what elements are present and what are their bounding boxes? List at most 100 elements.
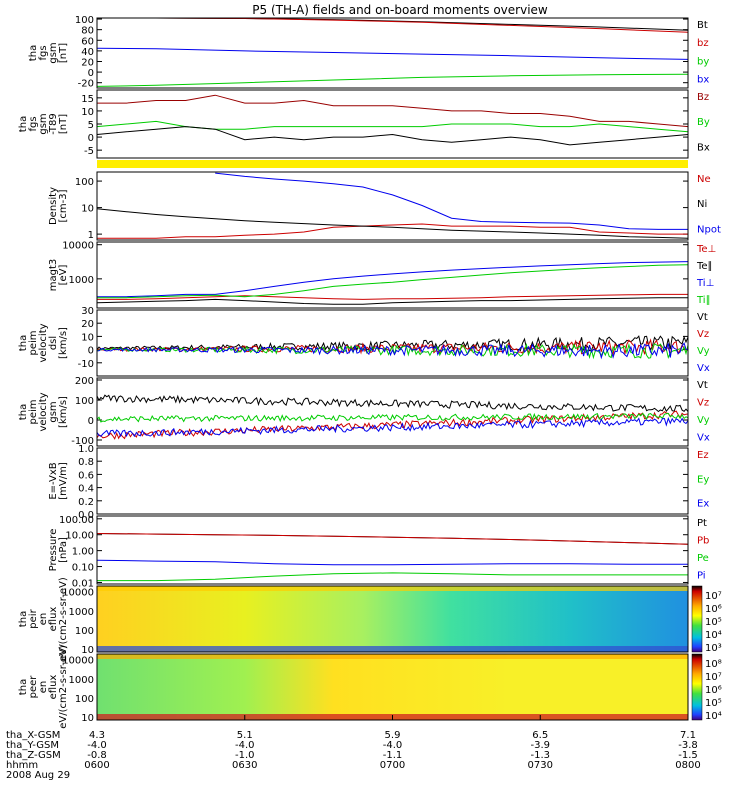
ytick-label: 100: [75, 694, 94, 705]
ylabel-line: [nT]: [58, 114, 69, 134]
ylabel-line: tha: [18, 335, 29, 351]
legend-npot: Npot: [697, 224, 721, 235]
xaxis-value: -4.0: [235, 740, 255, 751]
panel-frame: [96, 447, 689, 515]
colorbar-label: 10⁷: [705, 591, 722, 602]
ytick-label: 0.4: [78, 484, 94, 495]
ytick-label: 0: [88, 346, 94, 357]
series-te-line: [97, 293, 688, 300]
ytick-label: 15: [81, 94, 94, 105]
legend-ne: Ne: [697, 174, 711, 185]
panel-frame: [96, 585, 689, 653]
legend-bx: Bx: [697, 142, 710, 153]
ylabel-line: dsl: [48, 336, 59, 350]
ytick-label: 10: [81, 713, 94, 724]
series-ti-line: [97, 261, 689, 298]
series-te-line: [96, 297, 688, 305]
ytick-label: 1000: [69, 275, 94, 286]
ytick-label: -100: [71, 436, 94, 447]
series-ni-line: [96, 208, 689, 239]
panel-frame: [96, 171, 689, 241]
panel-ylabel: magt3[eV]: [48, 259, 69, 292]
spectrogram-edge: [97, 646, 688, 652]
series-ti-line: [97, 264, 689, 299]
legend-ex: Ex: [697, 499, 709, 510]
spectrogram: [97, 654, 688, 720]
series-bz-line: [97, 94, 689, 128]
xaxis-value: 0630: [232, 760, 257, 771]
ytick-label: 1.00: [72, 547, 94, 558]
ylabel-line: peim: [28, 399, 39, 424]
panel-ylabel: thapeirenefluxeV/(cm2-s-sr-eV): [18, 577, 69, 661]
panel-ylabel: thafgsgsm[nT]: [28, 42, 69, 63]
panel-5: thapeimvelocitydsl[km/s] 30 20 10 0 -10 Vt Vz Vy…: [18, 306, 710, 377]
spectrogram-top: [97, 654, 688, 659]
colorbar-label: 10⁴: [705, 711, 722, 722]
xaxis-row-label: hhmm: [6, 760, 38, 771]
panel-ylabel: thapeimvelocitygsm[km/s]: [18, 392, 69, 431]
ylabel-line: eV/(cm2-s-sr-eV): [58, 645, 69, 729]
legend-pe: Pe: [697, 553, 709, 564]
xaxis-value: 0600: [84, 760, 109, 771]
ylabel-line: gsm: [48, 401, 59, 422]
legend-pb: Pb: [697, 536, 709, 547]
colorbar-label: 10⁸: [705, 659, 722, 670]
series-bz-line: [97, 17, 689, 33]
legend-vt: Vt: [697, 380, 708, 391]
ylabel-line: [eV]: [58, 265, 69, 286]
plot-title: P5 (TH-A) fields and on-board moments ov…: [252, 3, 548, 17]
xaxis-value: 0800: [675, 760, 700, 771]
xaxis-value: -1.1: [383, 750, 403, 761]
ytick-label: -20: [78, 79, 94, 90]
colorbar: [691, 653, 703, 721]
ylabel-line: E=-VxB: [48, 462, 59, 499]
series-pe-line: [97, 572, 688, 582]
colorbar-label: 10⁶: [705, 604, 722, 615]
ytick-label: 10: [81, 332, 94, 343]
colorbar-label: 10⁶: [705, 685, 722, 696]
xaxis-value: -3.9: [530, 740, 550, 751]
panel-2: thafgsgsm-T89[nT] 15 10 5 0 -5 Bz By Bx: [18, 89, 710, 159]
colorbar-label: 10⁴: [705, 630, 722, 641]
ytick-label: 20: [81, 319, 94, 330]
ytick-label: 100: [75, 15, 94, 26]
legend-ez: Ez: [697, 450, 709, 461]
ytick-label: 0.2: [78, 497, 94, 508]
panel-3: Density[cm-3] 100 10 1 Ne Ni Npot: [48, 171, 721, 241]
legend-bz: Bz: [697, 92, 709, 103]
legend-ey: Ey: [697, 474, 709, 485]
series-vy-line: [96, 342, 689, 360]
series-bx-line: [96, 47, 689, 60]
panel-4: magt3[eV] 10000 1000 Te⊥ Te∥ Ti⊥ Ti∥: [48, 241, 716, 309]
ytick-label: 0: [88, 68, 94, 79]
xaxis-value: -0.8: [87, 750, 107, 761]
ylabel-line: [mV/m]: [58, 462, 69, 500]
legend-bx: bx: [697, 75, 709, 86]
xaxis-value: 0700: [380, 760, 405, 771]
ytick-label: 1.0: [78, 444, 94, 455]
xaxis-date: 2008 Aug 29: [6, 770, 70, 781]
spectrogram: [97, 586, 688, 652]
ytick-label: 80: [81, 26, 94, 37]
ytick-label: 100: [75, 626, 94, 637]
ytick-label: 0: [88, 416, 94, 427]
ylabel-line: eflux: [48, 675, 59, 700]
legend-te: Te∥: [696, 261, 713, 272]
series-pi-line: [96, 559, 688, 566]
panel-ylabel: Density[cm-3]: [48, 187, 69, 225]
panel-7: E=-VxB[mV/m] 1.0 0.8 0.6 0.4 0.2 0.0 Ez Ey Ex: [48, 444, 709, 521]
panel-8: Pressure[nPa] 100.00 10.00 1.00 0.10 0.01 Pt Pb…: [48, 515, 709, 590]
legend-te: Te⊥: [696, 244, 716, 255]
ytick-label: 10: [81, 107, 94, 118]
ytick-label: -10: [78, 359, 94, 370]
series-vz-line: [96, 338, 689, 356]
ytick-label: 1: [88, 230, 94, 241]
xaxis-value: -3.8: [678, 740, 698, 751]
ytick-label: 1000: [69, 607, 94, 618]
ytick-label: 10000: [62, 656, 94, 667]
xaxis-row-label: tha_X-GSM: [6, 730, 60, 741]
panel-9: thapeirenefluxeV/(cm2-s-sr-eV)10000 1000 1…: [18, 577, 722, 661]
panel-frame: [96, 309, 689, 377]
